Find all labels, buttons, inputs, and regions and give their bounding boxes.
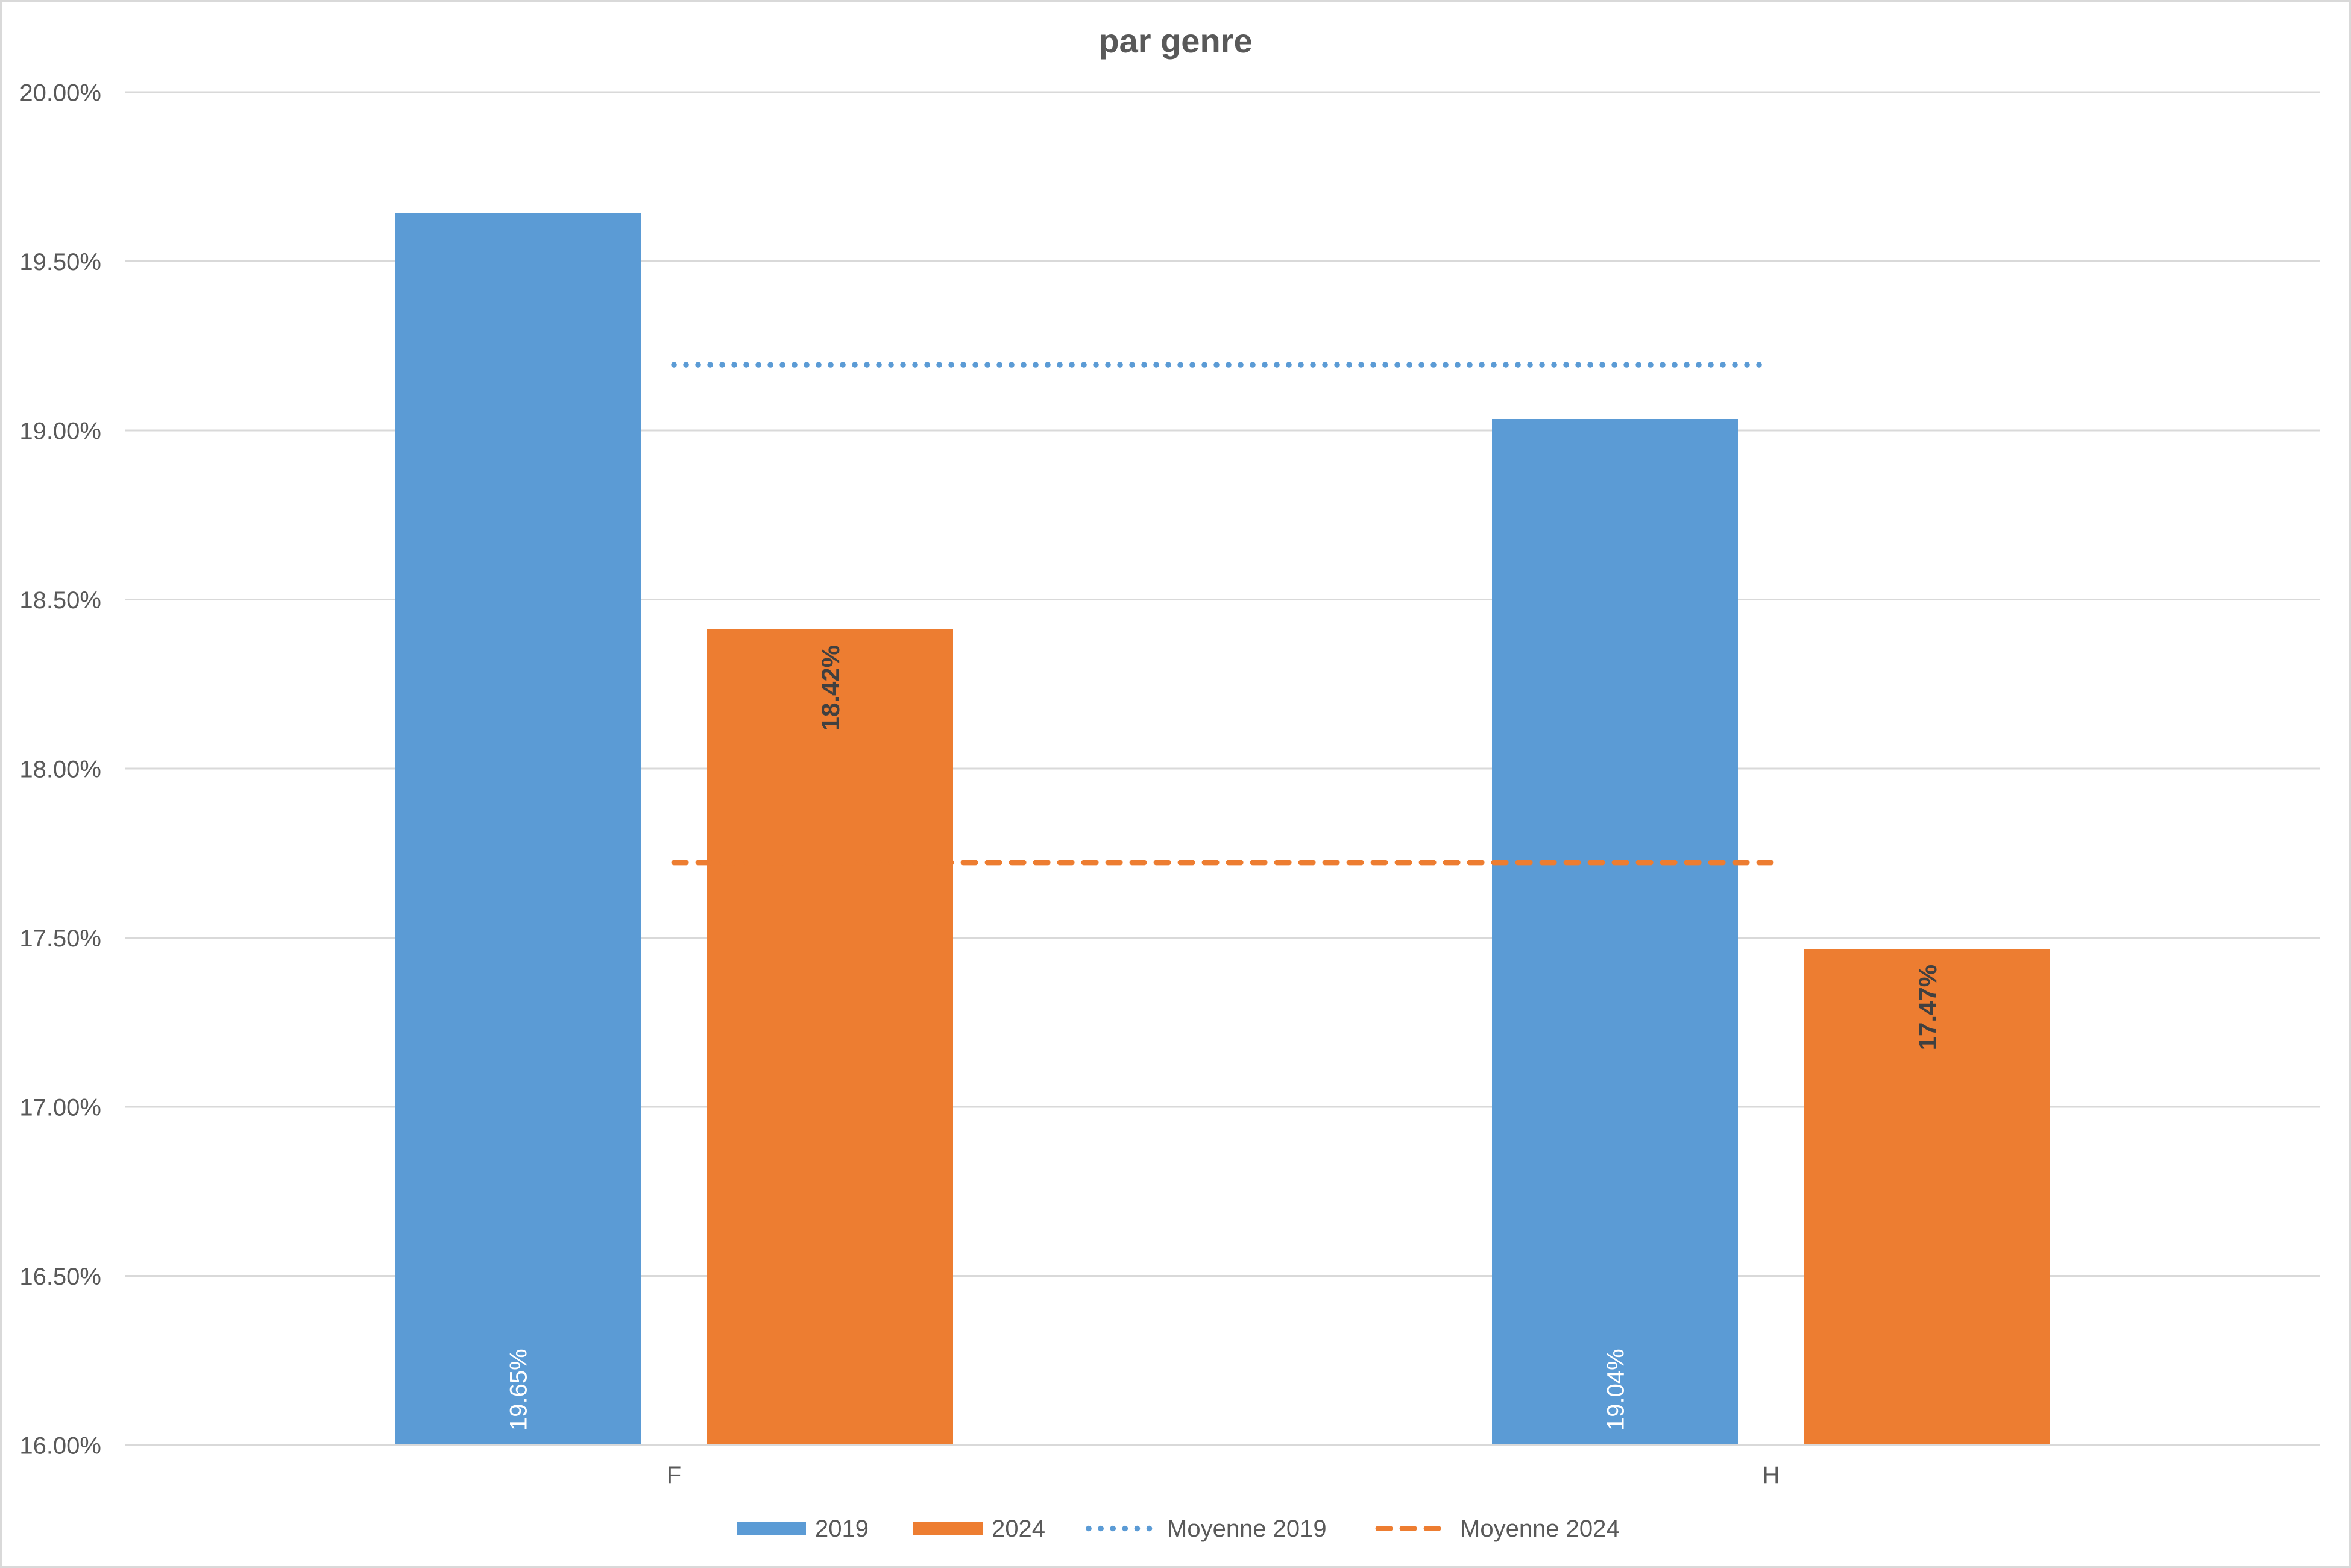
svg-text:19.00%: 19.00% [19, 418, 101, 445]
svg-text:18.50%: 18.50% [19, 587, 101, 614]
svg-text:18.42%: 18.42% [816, 645, 845, 731]
svg-text:16.00%: 16.00% [19, 1433, 101, 1459]
svg-text:19.04%: 19.04% [1603, 1349, 1629, 1431]
svg-text:19.65%: 19.65% [506, 1349, 532, 1431]
svg-text:16.50%: 16.50% [19, 1264, 101, 1290]
svg-text:2024: 2024 [992, 1516, 1045, 1542]
svg-text:17.00%: 17.00% [19, 1095, 101, 1121]
svg-text:F: F [667, 1462, 681, 1488]
svg-text:H: H [1763, 1462, 1780, 1488]
svg-text:19.50%: 19.50% [19, 249, 101, 276]
svg-text:Moyenne 2019: Moyenne 2019 [1167, 1516, 1327, 1542]
svg-text:20.00%: 20.00% [19, 80, 101, 107]
svg-text:par genre: par genre [1098, 22, 1252, 60]
svg-text:17.47%: 17.47% [1913, 965, 1942, 1050]
svg-text:Moyenne 2024: Moyenne 2024 [1460, 1516, 1620, 1542]
svg-text:17.50%: 17.50% [19, 925, 101, 952]
svg-text:18.00%: 18.00% [19, 757, 101, 783]
svg-text:2019: 2019 [815, 1516, 869, 1542]
